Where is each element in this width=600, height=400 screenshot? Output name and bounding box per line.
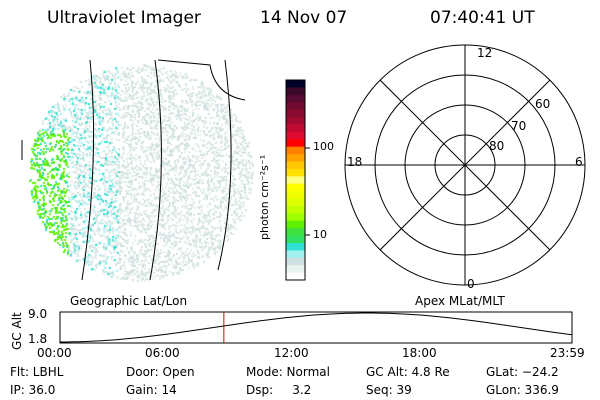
colorbar-swatch	[286, 161, 305, 170]
colorbar-swatch	[286, 220, 305, 229]
colorbar-swatch	[286, 87, 305, 96]
colorbar-swatch	[286, 191, 305, 200]
colorbar-swatch	[286, 265, 305, 274]
altitude-curve	[60, 312, 573, 343]
colorbar-swatch	[286, 205, 305, 214]
colorbar	[285, 79, 306, 281]
polar-label-18: 18	[347, 155, 363, 169]
colorbar-swatch	[286, 228, 305, 237]
orbit-xtick: 00:00	[37, 346, 72, 360]
colorbar-swatch	[286, 235, 305, 244]
colorbar-swatch	[286, 272, 305, 281]
colorbar-swatch	[286, 131, 305, 140]
info-field: Mode: Normal	[246, 365, 330, 379]
orbit-xtick: 18:00	[402, 346, 437, 360]
orbit-plot-frame	[59, 311, 573, 344]
polar-ring-60: 60	[535, 97, 551, 111]
info-field: GLat: −24.2	[486, 365, 559, 379]
colorbar-swatch	[286, 102, 305, 111]
colorbar-frame	[285, 79, 306, 281]
info-field: GC Alt: 4.8 Re	[366, 365, 450, 379]
colorbar-swatch	[286, 124, 305, 133]
colorbar-swatch	[286, 176, 305, 185]
info-field: Dsp: 3.2	[246, 383, 312, 397]
instrument-title: Ultraviolet Imager	[47, 8, 201, 28]
orbit-left-title: Geographic Lat/Lon	[70, 294, 188, 308]
polar-label-6: 6	[575, 155, 583, 169]
info-field: Seq: 39	[366, 383, 412, 397]
info-field: IP: 36.0	[10, 383, 56, 397]
colorbar-swatch	[286, 94, 305, 103]
info-field: Door: Open	[126, 365, 195, 379]
colorbar-swatch	[286, 80, 305, 88]
polar-ring-80: 80	[489, 139, 505, 153]
orbit-xtick: 12:00	[274, 346, 309, 360]
colorbar-tick-100: 100	[313, 140, 334, 153]
colorbar-swatch	[286, 213, 305, 222]
geographic-grid-lines	[21, 59, 246, 281]
polar-grid	[344, 44, 586, 286]
date-label: 14 Nov 07	[260, 8, 348, 28]
orbit-ylabel: GC Alt	[10, 312, 24, 350]
colorbar-swatch	[286, 257, 305, 266]
colorbar-swatch	[286, 154, 305, 162]
colorbar-swatch	[286, 139, 305, 148]
colorbar-swatch	[286, 183, 305, 192]
orbit-ytick-min: 1.8	[28, 332, 48, 346]
info-field: Flt: LBHL	[10, 365, 64, 379]
polar-ring-70: 70	[511, 119, 527, 133]
colorbar-swatch	[286, 146, 305, 155]
colorbar-tick-10: 10	[313, 228, 327, 241]
polar-label-0: 0	[467, 277, 475, 291]
orbit-xtick: 06:00	[145, 346, 180, 360]
polar-label-12: 12	[477, 46, 493, 60]
info-field: GLon: 336.9	[486, 383, 559, 397]
colorbar-swatch	[286, 198, 305, 207]
colorbar-label: photon cm⁻²s⁻¹	[258, 154, 271, 240]
orbit-right-title: Apex MLat/MLT	[415, 294, 505, 308]
orbit-xtick: 23:59	[550, 346, 585, 360]
time-label: 07:40:41 UT	[430, 8, 535, 28]
colorbar-swatch	[286, 250, 305, 259]
colorbar-swatch	[286, 109, 305, 118]
colorbar-swatch	[286, 168, 305, 177]
colorbar-ticks	[305, 147, 310, 236]
orbit-ytick-max: 9.0	[28, 307, 48, 321]
colorbar-swatch	[286, 242, 305, 251]
info-field: Gain: 14	[126, 383, 177, 397]
colorbar-swatch	[286, 117, 305, 125]
